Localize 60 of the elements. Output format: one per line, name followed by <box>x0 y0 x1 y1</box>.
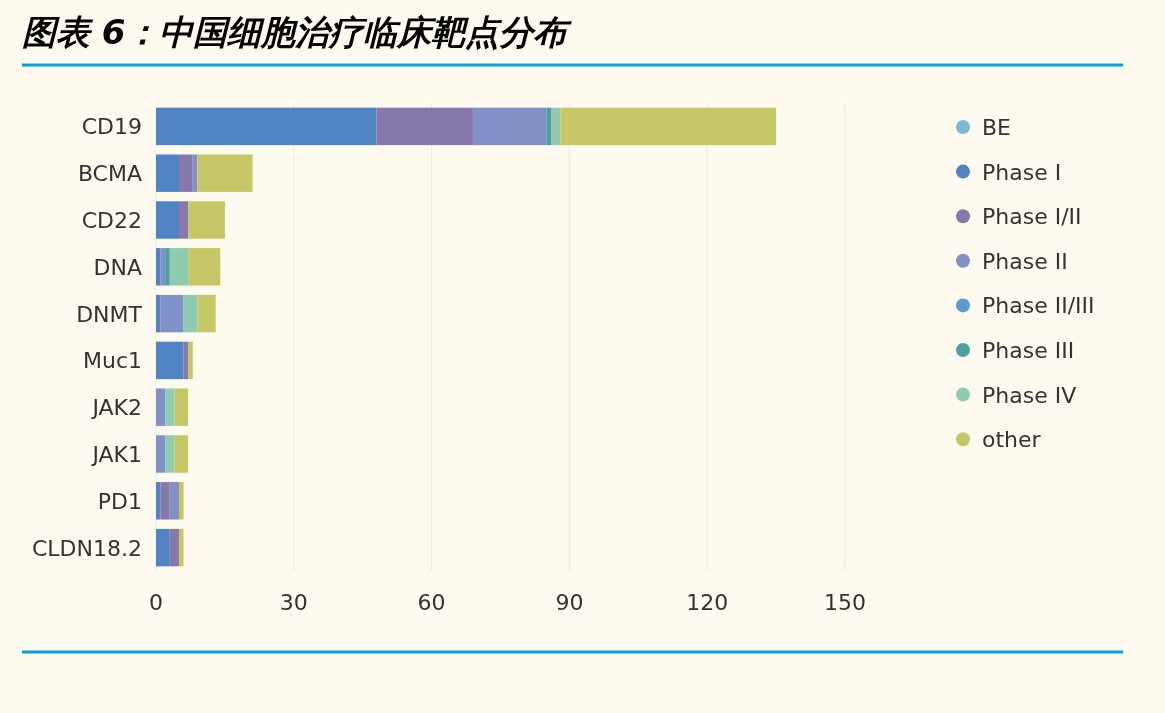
bar <box>165 248 170 286</box>
bar <box>160 294 184 333</box>
x-tick-label: 60 <box>417 590 446 615</box>
bar <box>551 107 561 146</box>
y-tick-label: PD1 <box>97 488 142 514</box>
y-tick-label: DNA <box>93 254 142 280</box>
bar <box>174 435 189 473</box>
bar <box>165 435 175 473</box>
x-tick-label: 90 <box>555 590 584 615</box>
y-tick-label: CLDN18.2 <box>32 535 142 561</box>
bar <box>156 341 184 380</box>
legend-label: Phase II <box>982 248 1068 274</box>
x-tick-label: 30 <box>279 590 308 615</box>
legend-label: BE <box>982 115 1011 140</box>
bar <box>165 388 175 426</box>
bar <box>174 388 189 426</box>
bar <box>178 482 184 520</box>
x-tick-label: 120 <box>686 590 729 615</box>
bar <box>156 388 166 426</box>
x-tick-label: 150 <box>824 590 866 615</box>
x-tick-label: 0 <box>149 590 163 615</box>
bar <box>197 294 216 333</box>
bar <box>156 107 377 146</box>
bar <box>169 248 189 286</box>
bar <box>156 154 179 192</box>
bar <box>560 107 777 146</box>
legend-label: Phase I <box>982 159 1062 185</box>
bar <box>156 248 161 286</box>
bar <box>183 294 198 333</box>
bar <box>156 201 179 239</box>
legend-label: Phase IV <box>982 382 1077 408</box>
legend-label: other <box>982 427 1042 453</box>
bar <box>188 248 221 286</box>
y-tick-label: CD19 <box>81 114 142 140</box>
legend-label: Phase II/III <box>982 293 1095 319</box>
bar <box>160 482 170 520</box>
bar <box>546 107 552 146</box>
y-tick-label: DNMT <box>76 301 143 327</box>
bar <box>156 435 166 473</box>
bar <box>178 528 184 567</box>
bar <box>197 154 253 192</box>
bar <box>178 201 189 239</box>
bar <box>376 107 473 146</box>
bar <box>156 528 170 567</box>
legend-label: Phase III <box>982 338 1075 363</box>
bar <box>169 482 179 520</box>
bar <box>472 107 547 146</box>
bar <box>188 201 225 239</box>
bar <box>178 154 193 192</box>
bar <box>156 482 161 520</box>
bar <box>169 528 179 567</box>
y-tick-label: JAK1 <box>90 442 142 467</box>
chart-title: 图表 6：中国细胞治疗临床靶点分布 <box>22 12 573 52</box>
y-tick-label: CD22 <box>81 208 142 233</box>
bar <box>156 294 161 333</box>
y-tick-label: Muc1 <box>82 348 142 374</box>
y-tick-label: BCMA <box>77 161 142 187</box>
y-tick-label: JAK2 <box>90 395 142 421</box>
bar <box>188 341 193 380</box>
legend-label: Phase I/II <box>982 204 1082 230</box>
